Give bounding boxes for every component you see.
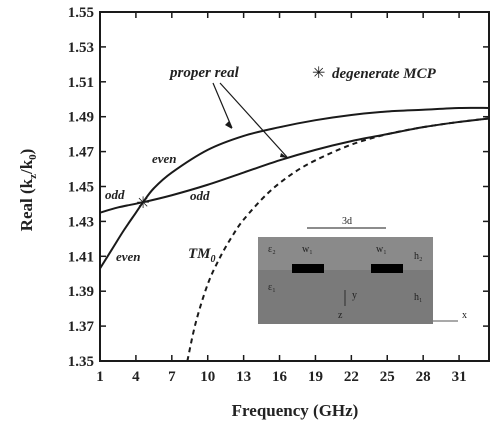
inset-layer-bottom [258,270,433,324]
h1-label: h₁ [414,292,423,303]
x-tick-label: 13 [236,369,251,385]
proper-real-arrow-1 [212,82,233,129]
x-tick-label: 31 [452,369,467,385]
proper-real-arrow-2 [219,82,288,158]
odd-label-right: odd [190,188,210,203]
series-line-even [99,106,490,270]
y-tick-label: 1.51 [68,75,94,91]
x-tick-label: 28 [416,369,431,385]
eps1-label: ε₁ [268,282,276,293]
inset-diagram: 3d ε₂ ε₁ w₁ w₁ h₂ h₁ y z x [258,216,467,324]
z-axis-letter: z [338,310,343,321]
series-line-tm0 [186,117,490,362]
inset-layer-top [258,237,433,270]
y-tick-label: 1.49 [68,110,94,126]
w-left-label: w₁ [302,244,313,255]
y-tick-label: 1.55 [68,5,94,21]
x-axis-ticks: 1 4 7 10 13 16 19 22 25 28 31 [96,12,467,385]
y-tick-label: 1.47 [68,145,95,161]
series-layer [99,106,490,362]
x-tick-label: 22 [344,369,359,385]
even-label-lower: even [116,249,141,264]
mcp-legend-symbol: ✳ [312,63,325,82]
eps2-label: ε₂ [268,244,276,255]
odd-label-left: odd [105,187,125,202]
x-tick-label: 4 [132,369,140,385]
strip-left [292,264,324,273]
x-tick-label: 16 [272,369,288,385]
h2-label: h₂ [414,251,423,262]
y-tick-label: 1.39 [68,284,94,300]
y-tick-label: 1.41 [68,249,94,265]
even-label-upper: even [152,151,177,166]
arrowhead-1 [225,121,232,129]
mcp-legend-label: degenerate MCP [332,66,437,82]
w-right-label: w₁ [376,244,387,255]
x-tick-label: 7 [168,369,176,385]
arrowhead-2 [280,153,288,158]
y-tick-label: 1.53 [68,40,94,56]
x-axis-letter: x [462,310,467,321]
strip-right [371,264,403,273]
y-axis-label: Real (kz/k0) [17,149,39,232]
x-axis-label: Frequency (GHz) [232,401,359,420]
tm0-label: TM0 [188,246,216,265]
y-axis-letter: y [352,290,357,301]
y-tick-label: 1.45 [68,180,94,196]
x-tick-label: 19 [308,369,323,385]
y-tick-label: 1.35 [68,354,94,370]
y-axis-ticks: 1.35 1.37 1.39 1.41 1.43 1.45 1.47 1.49 1.51 1.53… [68,5,489,370]
y-tick-label: 1.43 [68,214,94,230]
y-tick-label: 1.37 [68,319,95,335]
spacing-label: 3d [342,216,352,227]
mcp-marker: ✳ [136,193,149,212]
proper-real-label: proper real [168,65,240,81]
x-tick-label: 1 [96,369,104,385]
x-tick-label: 10 [200,369,215,385]
x-tick-label: 25 [380,369,395,385]
